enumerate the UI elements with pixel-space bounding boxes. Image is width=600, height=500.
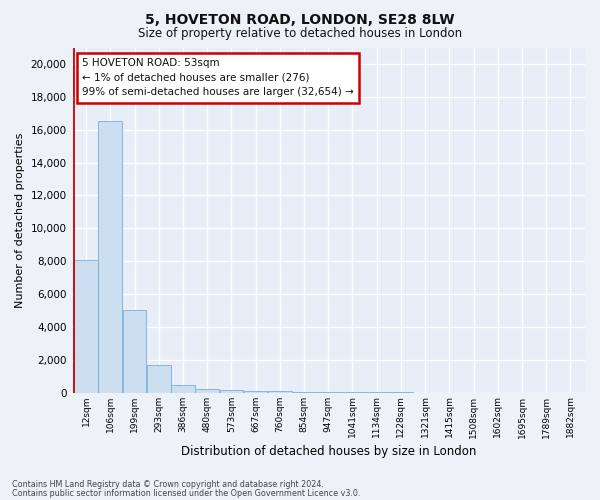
Bar: [147, 364, 170, 392]
Y-axis label: Number of detached properties: Number of detached properties: [15, 132, 25, 308]
Bar: [122, 310, 146, 392]
Bar: [98, 122, 122, 392]
Bar: [74, 260, 98, 392]
Text: 5 HOVETON ROAD: 53sqm
← 1% of detached houses are smaller (276)
99% of semi-deta: 5 HOVETON ROAD: 53sqm ← 1% of detached h…: [82, 58, 353, 98]
Text: Contains public sector information licensed under the Open Government Licence v3: Contains public sector information licen…: [12, 489, 361, 498]
Text: 5, HOVETON ROAD, LONDON, SE28 8LW: 5, HOVETON ROAD, LONDON, SE28 8LW: [145, 12, 455, 26]
Text: Contains HM Land Registry data © Crown copyright and database right 2024.: Contains HM Land Registry data © Crown c…: [12, 480, 324, 489]
Bar: [171, 386, 195, 392]
Bar: [244, 391, 268, 392]
X-axis label: Distribution of detached houses by size in London: Distribution of detached houses by size …: [181, 444, 476, 458]
Text: Size of property relative to detached houses in London: Size of property relative to detached ho…: [138, 28, 462, 40]
Bar: [220, 390, 243, 392]
Bar: [196, 390, 219, 392]
